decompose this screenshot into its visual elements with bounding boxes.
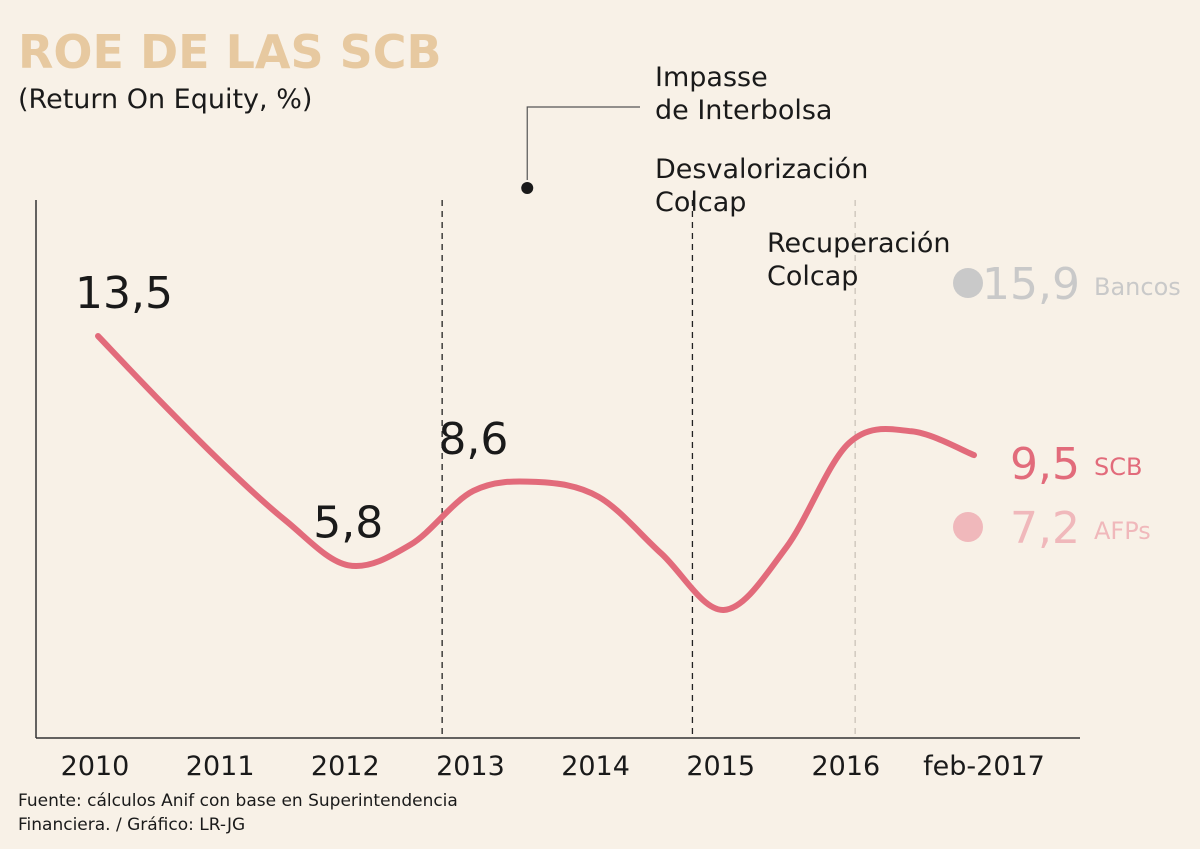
end-marker-afps xyxy=(953,512,983,542)
event-label-2-0: Desvalorización xyxy=(655,154,868,185)
event-label-0-1: de Interbolsa xyxy=(655,95,832,126)
end-labels: 15,9 Bancos 9,5 SCB 7,2 AFPs xyxy=(953,259,1181,554)
x-tick-label-5: 2015 xyxy=(686,751,755,782)
data-label-0: 13,5 xyxy=(75,268,173,319)
end-name-scb: SCB xyxy=(1094,453,1142,481)
event-dot-0 xyxy=(521,182,534,194)
x-tick-label-2: 2012 xyxy=(311,751,380,782)
x-tick-label-3: 2013 xyxy=(436,751,505,782)
end-name-bancos: Bancos xyxy=(1094,273,1181,301)
data-label-2: 8,6 xyxy=(438,414,508,465)
end-marker-bancos xyxy=(953,268,983,298)
end-name-afps: AFPs xyxy=(1094,517,1151,545)
x-tick-label-4: 2014 xyxy=(561,751,630,782)
chart-subtitle: (Return On Equity, %) xyxy=(18,84,312,115)
event-label-0-0: Impasse xyxy=(655,62,768,93)
series-line-scb xyxy=(95,333,977,613)
data-label-1: 5,8 xyxy=(313,497,383,548)
chart-title: ROE DE LAS SCB xyxy=(18,25,442,79)
event-label-3-0: Recuperación xyxy=(767,228,951,259)
x-tick-labels: 2010 2011 2012 2013 2014 2015 2016 feb-2017 xyxy=(61,751,1045,782)
end-value-afps: 7,2 xyxy=(1010,503,1080,554)
series-lines xyxy=(95,333,977,613)
end-value-bancos: 15,9 xyxy=(982,259,1080,310)
event-label-3-1: Colcap xyxy=(767,261,858,292)
x-tick-label-7: feb-2017 xyxy=(923,751,1045,782)
x-tick-label-0: 2010 xyxy=(61,751,130,782)
end-value-scb: 9,5 xyxy=(1010,439,1080,490)
source-line-1: Fuente: cálculos Anif con base en Superi… xyxy=(18,791,458,811)
x-tick-label-6: 2016 xyxy=(811,751,880,782)
source-line-2: Financiera. / Gráfico: LR-JG xyxy=(18,815,245,835)
data-labels: 13,5 5,8 8,6 xyxy=(75,268,508,548)
event-label-2-1: Colcap xyxy=(655,187,746,218)
x-tick-label-1: 2011 xyxy=(186,751,255,782)
axes xyxy=(35,200,1080,739)
event-leader-0 xyxy=(526,106,640,180)
